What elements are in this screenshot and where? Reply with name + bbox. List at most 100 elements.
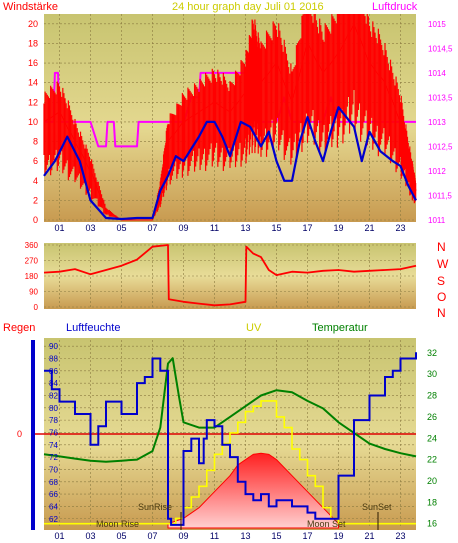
- humidity-axis-label: Luftfeuchte: [66, 322, 120, 334]
- pressure-y-tick-label: 1015: [428, 20, 446, 29]
- humidity-y-tick-label: 66: [49, 490, 58, 499]
- humidity-y-tick-label: 88: [49, 354, 58, 363]
- x-tick-label: 09: [178, 223, 188, 233]
- x-tick-label: 03: [85, 223, 95, 233]
- wind-direction-line: [43, 244, 417, 307]
- wind-y-tick-label: 18: [28, 38, 38, 48]
- x-tick-label: 23: [395, 531, 405, 541]
- temperature-axis-label: Temperatur: [312, 322, 368, 334]
- humidity-y-tick-label: 70: [49, 465, 58, 474]
- x-tick-label: 15: [271, 531, 281, 541]
- compass-label-s: S: [437, 274, 445, 288]
- humidity-y-tick-label: 86: [49, 367, 58, 376]
- wind-y-ticks: 0 2 4 6 8 10 12 14 16 18 20: [28, 19, 38, 225]
- pressure-y-tick-label: 1012: [428, 167, 446, 176]
- x-tick-label: 11: [210, 531, 219, 541]
- x-tick-label: 11: [210, 223, 219, 233]
- pressure-y-ticks: 1011 1011,5 1012 1012,5 1013 1013,5 1014 1014,5…: [428, 20, 453, 225]
- humidity-y-tick-label: 84: [49, 379, 58, 388]
- wind-x-ticks: 01 03 05 07 09 11 13 15 17 19 21 23: [54, 223, 405, 233]
- moonset-label: Moon Set: [307, 519, 346, 529]
- humidity-y-tick-label: 64: [49, 502, 58, 511]
- humidity-y-tick-label: 80: [49, 404, 58, 413]
- wind-direction-y-ticks: 360 270 180 90 0: [25, 241, 39, 312]
- wind-direction-y-tick-label: 360: [25, 241, 39, 250]
- x-tick-label: 05: [116, 223, 126, 233]
- moonrise-label: Moon Rise: [96, 519, 139, 529]
- humidity-y-tick-label: 62: [49, 515, 58, 524]
- compass-label-w: W: [437, 257, 449, 271]
- wind-direction-y-tick-label: 90: [29, 288, 38, 297]
- x-tick-label: 21: [364, 223, 374, 233]
- temperature-y-tick-label: 30: [427, 369, 437, 379]
- humidity-y-tick-label: 68: [49, 478, 58, 487]
- temperature-y-tick-label: 20: [427, 476, 437, 486]
- humidity-y-tick-label: 74: [49, 441, 58, 450]
- x-tick-label: 09: [178, 531, 188, 541]
- pressure-y-tick-label: 1011: [428, 216, 446, 225]
- wind-average-series: [43, 106, 417, 221]
- temperature-y-tick-label: 28: [427, 391, 437, 401]
- pressure-y-tick-label: 1014,5: [428, 44, 453, 53]
- x-tick-label: 07: [147, 223, 157, 233]
- wind-axis-label: Windstärke: [3, 1, 58, 13]
- x-tick-label: 21: [364, 531, 374, 541]
- x-tick-label: 17: [302, 531, 312, 541]
- pressure-y-tick-label: 1012,5: [428, 142, 453, 151]
- wind-y-tick-label: 14: [28, 78, 38, 88]
- wind-y-tick-label: 6: [33, 156, 38, 166]
- wind-average-line: [43, 106, 417, 221]
- pressure-y-tick-label: 1014: [428, 69, 446, 78]
- sunrise-label: SunRise: [138, 502, 172, 512]
- humidity-y-ticks: 62 64 66 68 70 72 74 76 78 80 82 84 86 88 90: [49, 342, 58, 524]
- wind-direction-y-tick-label: 0: [34, 303, 39, 312]
- compass-label-o: O: [437, 290, 446, 304]
- solar-series: [167, 452, 339, 529]
- humidity-y-tick-label: 78: [49, 416, 58, 425]
- wind-y-tick-label: 20: [28, 19, 38, 29]
- compass-label-n-bottom: N: [437, 306, 446, 320]
- solar-area: [167, 452, 339, 529]
- climate-x-ticks: 01 03 05 07 09 11 13 15 17 19 21 23: [54, 531, 405, 541]
- wind-y-tick-label: 10: [28, 117, 38, 127]
- wind-y-tick-label: 0: [33, 215, 38, 225]
- pressure-y-tick-label: 1013,5: [428, 93, 453, 102]
- wind-series: [43, 14, 417, 221]
- pressure-y-tick-label: 1011,5: [428, 191, 452, 200]
- humidity-y-tick-label: 76: [49, 428, 58, 437]
- sunset-label: SunSet: [362, 502, 392, 512]
- humidity-y-tick-label: 82: [49, 391, 58, 400]
- wind-y-tick-label: 12: [28, 97, 38, 107]
- wind-y-tick-label: 16: [28, 58, 38, 68]
- temperature-y-tick-label: 32: [427, 348, 437, 358]
- humidity-line: [44, 352, 417, 526]
- x-tick-label: 19: [333, 223, 343, 233]
- x-tick-label: 17: [302, 223, 312, 233]
- wind-y-tick-label: 8: [33, 137, 38, 147]
- temperature-y-tick-label: 16: [427, 519, 437, 529]
- x-tick-label: 13: [240, 223, 250, 233]
- pressure-axis-label: Luftdruck: [372, 1, 418, 13]
- humidity-y-tick-label: 90: [49, 342, 58, 351]
- wind-direction-y-tick-label: 180: [25, 272, 39, 281]
- rain-zero-label: 0: [17, 429, 22, 439]
- x-tick-label: 03: [85, 531, 95, 541]
- pressure-y-tick-label: 1013: [428, 118, 446, 127]
- wind-y-tick-label: 2: [33, 195, 38, 205]
- x-tick-label: 01: [54, 531, 64, 541]
- temperature-y-tick-label: 22: [427, 455, 437, 465]
- temperature-y-ticks: 16 18 20 22 24 26 28 30 32: [427, 348, 437, 529]
- x-tick-label: 15: [271, 223, 281, 233]
- wind-y-tick-label: 4: [33, 176, 38, 186]
- x-tick-label: 13: [240, 531, 250, 541]
- x-tick-label: 05: [116, 531, 126, 541]
- wind-direction-grid: [44, 244, 416, 308]
- x-tick-label: 23: [395, 223, 405, 233]
- uv-line: [44, 400, 416, 525]
- compass-label-n-top: N: [437, 240, 446, 254]
- humidity-y-tick-label: 72: [49, 453, 58, 462]
- x-tick-label: 01: [54, 223, 64, 233]
- temperature-y-tick-label: 24: [427, 433, 437, 443]
- humidity-series: [44, 352, 417, 526]
